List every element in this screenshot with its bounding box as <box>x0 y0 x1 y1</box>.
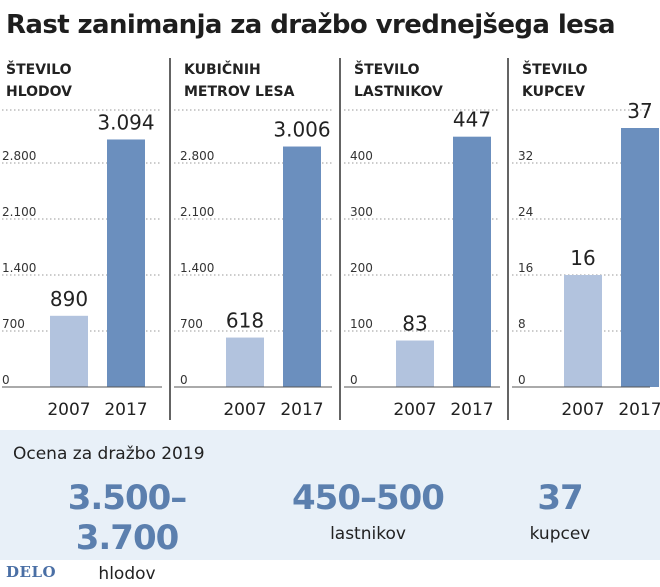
bar-2007 <box>396 340 434 387</box>
bar-value-label: 618 <box>226 309 264 333</box>
delo-logo: DELO <box>6 563 57 581</box>
estimate-unit: kupcev <box>529 524 591 544</box>
bar-2007 <box>50 315 88 387</box>
bar-2017 <box>621 128 659 387</box>
bar-2017 <box>107 139 145 387</box>
x-category-label: 2017 <box>450 400 493 420</box>
panel-title-line: KUPCEV <box>522 84 585 100</box>
y-tick-label: 2.100 <box>180 205 214 219</box>
y-tick-label: 200 <box>350 261 373 275</box>
x-category-label: 2007 <box>393 400 436 420</box>
estimate-value: 37 <box>537 478 583 518</box>
bar-value-label: 890 <box>50 287 88 311</box>
x-category-label: 2017 <box>104 400 147 420</box>
y-tick-label: 0 <box>518 373 526 387</box>
x-category-label: 2007 <box>223 400 266 420</box>
x-category-label: 2017 <box>280 400 323 420</box>
panel-title-line: ŠTEVILO <box>354 60 420 78</box>
y-tick-label: 1.400 <box>2 261 36 275</box>
panel-title-line: LASTNIKOV <box>354 84 443 100</box>
estimate-value: 450–500 <box>292 478 445 518</box>
estimate-item-owners: 450–500 lastnikov <box>258 478 478 544</box>
bar-2007 <box>226 337 264 387</box>
y-tick-label: 0 <box>2 373 10 387</box>
bar-value-label: 16 <box>570 246 595 270</box>
estimate-unit: lastnikov <box>330 524 406 544</box>
y-tick-label: 400 <box>350 149 373 163</box>
y-tick-label: 700 <box>2 317 25 331</box>
y-tick-label: 2.800 <box>180 149 214 163</box>
panel-title-line: HLODOV <box>6 84 72 100</box>
estimate-value: 3.500–3.700 <box>67 478 188 558</box>
y-tick-label: 16 <box>518 261 533 275</box>
panel-title-line: METROV LESA <box>184 84 295 100</box>
y-tick-label: 2.100 <box>2 205 36 219</box>
bar-value-label: 37 <box>627 99 652 123</box>
estimate-unit: hlodov <box>98 564 156 584</box>
y-tick-label: 24 <box>518 205 533 219</box>
x-category-label: 2007 <box>561 400 604 420</box>
panel-title-line: KUBIČNIH <box>184 60 261 78</box>
panel-title-line: ŠTEVILO <box>522 60 588 78</box>
y-tick-label: 300 <box>350 205 373 219</box>
y-tick-label: 0 <box>350 373 358 387</box>
x-category-label: 2007 <box>47 400 90 420</box>
estimate-panel: Ocena za dražbo 2019 3.500–3.700 hlodov … <box>0 430 660 584</box>
y-tick-label: 0 <box>180 373 188 387</box>
panel-title-line: ŠTEVILO <box>6 60 72 78</box>
bar-2017 <box>283 146 321 387</box>
chart-title: Rast zanimanja za dražbo vrednejšega les… <box>6 10 616 40</box>
bar-2017 <box>453 136 491 387</box>
bar-value-label: 3.006 <box>273 118 330 142</box>
bar-value-label: 3.094 <box>97 110 154 134</box>
bar-value-label: 447 <box>453 108 491 132</box>
bar-value-label: 83 <box>402 312 427 336</box>
estimate-item-logs: 3.500–3.700 hlodov <box>17 478 237 584</box>
x-category-label: 2017 <box>618 400 660 420</box>
estimate-heading: Ocena za dražbo 2019 <box>13 444 205 464</box>
charts-area: ŠTEVILO HLODOV 0 700 1.400 2.100 2.800 890 2007 3… <box>2 58 660 420</box>
estimate-item-buyers: 37 kupcev <box>450 478 660 544</box>
bar-2007 <box>564 275 602 387</box>
y-tick-label: 100 <box>350 317 373 331</box>
y-tick-label: 1.400 <box>180 261 214 275</box>
y-tick-label: 32 <box>518 149 533 163</box>
y-tick-label: 8 <box>518 317 526 331</box>
y-tick-label: 2.800 <box>2 149 36 163</box>
y-tick-label: 700 <box>180 317 203 331</box>
